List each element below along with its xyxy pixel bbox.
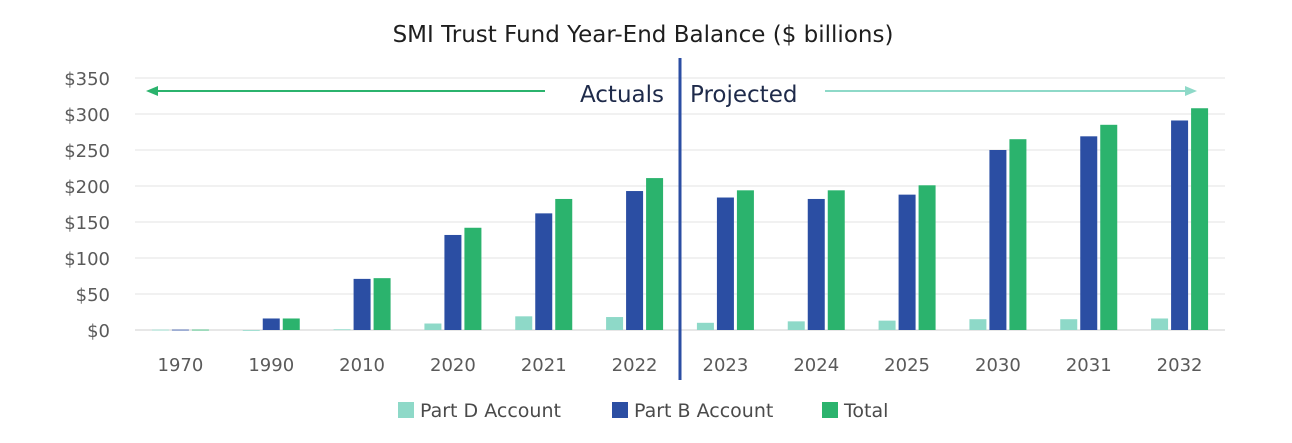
bar-part-b-account-1970 xyxy=(171,329,189,331)
bar-part-b-account-2022 xyxy=(626,191,644,330)
legend-label: Total xyxy=(843,400,888,422)
x-tick-label: 2030 xyxy=(975,355,1021,376)
bar-part-b-account-1990 xyxy=(262,318,280,330)
bar-total-1970 xyxy=(191,329,209,331)
legend-label: Part B Account xyxy=(634,400,773,422)
bar-total-2023 xyxy=(736,190,754,330)
bar-part-d-account-2024 xyxy=(787,321,805,330)
x-tick-label: 1970 xyxy=(158,355,204,376)
bar-total-2030 xyxy=(1009,139,1027,330)
bar-part-b-account-2010 xyxy=(353,278,371,330)
bar-total-2031 xyxy=(1100,124,1118,330)
legend-swatch-part-b-account xyxy=(612,402,628,418)
bar-part-b-account-2031 xyxy=(1080,136,1098,330)
bar-part-d-account-1970 xyxy=(151,329,169,331)
y-tick-label: $200 xyxy=(64,177,110,198)
legend: Part D Account Part B Account Total xyxy=(398,400,888,422)
bar-total-2022 xyxy=(646,178,664,330)
bar-part-d-account-1990 xyxy=(242,330,260,331)
bar-part-d-account-2021 xyxy=(515,316,533,330)
bar-total-2020 xyxy=(464,227,482,330)
legend-swatch-part-d-account xyxy=(398,402,414,418)
bar-total-2032 xyxy=(1191,108,1209,331)
y-tick-label: $300 xyxy=(64,105,110,126)
x-tick-label: 2025 xyxy=(884,355,930,376)
bar-part-d-account-2010 xyxy=(333,329,351,331)
projected-arrow-head xyxy=(1185,86,1197,96)
y-tick-label: $100 xyxy=(64,249,110,270)
y-tick-label: $50 xyxy=(76,285,110,306)
actuals-arrow-head xyxy=(146,86,158,96)
bar-part-d-account-2022 xyxy=(606,317,624,330)
bar-part-b-account-2025 xyxy=(898,194,916,330)
y-axis: $0 $50 $100 $150 $200 $250 $300 $350 xyxy=(64,69,110,342)
bar-part-d-account-2023 xyxy=(696,322,714,330)
bar-part-b-account-2020 xyxy=(444,234,462,330)
bar-part-b-account-2023 xyxy=(716,197,734,330)
bar-part-b-account-2032 xyxy=(1171,120,1189,330)
legend-swatch-total xyxy=(822,402,838,418)
bar-part-b-account-2030 xyxy=(989,150,1007,330)
x-tick-label: 1990 xyxy=(248,355,294,376)
bar-part-d-account-2030 xyxy=(969,319,987,330)
legend-label: Part D Account xyxy=(420,400,561,422)
y-tick-label: $250 xyxy=(64,141,110,162)
bar-total-2025 xyxy=(918,185,936,330)
actuals-label: Actuals xyxy=(580,82,664,108)
bar-part-b-account-2024 xyxy=(807,198,825,330)
bar-total-2024 xyxy=(827,190,845,330)
chart-title: SMI Trust Fund Year-End Balance ($ billi… xyxy=(393,22,894,48)
bar-part-d-account-2031 xyxy=(1060,319,1078,330)
y-tick-label: $0 xyxy=(87,321,110,342)
bar-part-d-account-2020 xyxy=(424,323,442,330)
y-tick-label: $150 xyxy=(64,213,110,234)
bar-total-2021 xyxy=(555,198,573,330)
bar-total-2010 xyxy=(373,278,391,330)
bar-part-d-account-2032 xyxy=(1151,318,1169,330)
bars xyxy=(151,108,1209,331)
y-tick-label: $350 xyxy=(64,69,110,90)
x-tick-label: 2021 xyxy=(521,355,567,376)
x-tick-label: 2010 xyxy=(339,355,385,376)
x-tick-label: 2023 xyxy=(703,355,749,376)
x-tick-label: 2032 xyxy=(1157,355,1203,376)
x-tick-label: 2031 xyxy=(1066,355,1112,376)
x-tick-label: 2022 xyxy=(612,355,658,376)
annotations: Actuals Projected xyxy=(146,58,1197,380)
bar-part-d-account-2025 xyxy=(878,320,896,330)
bar-part-b-account-2021 xyxy=(535,213,553,330)
x-tick-label: 2020 xyxy=(430,355,476,376)
bar-total-1990 xyxy=(282,318,300,330)
x-tick-label: 2024 xyxy=(793,355,839,376)
x-axis: 1970 1990 2010 2020 2021 2022 2023 2024 2025 2030… xyxy=(158,355,1203,376)
projected-label: Projected xyxy=(690,82,797,108)
